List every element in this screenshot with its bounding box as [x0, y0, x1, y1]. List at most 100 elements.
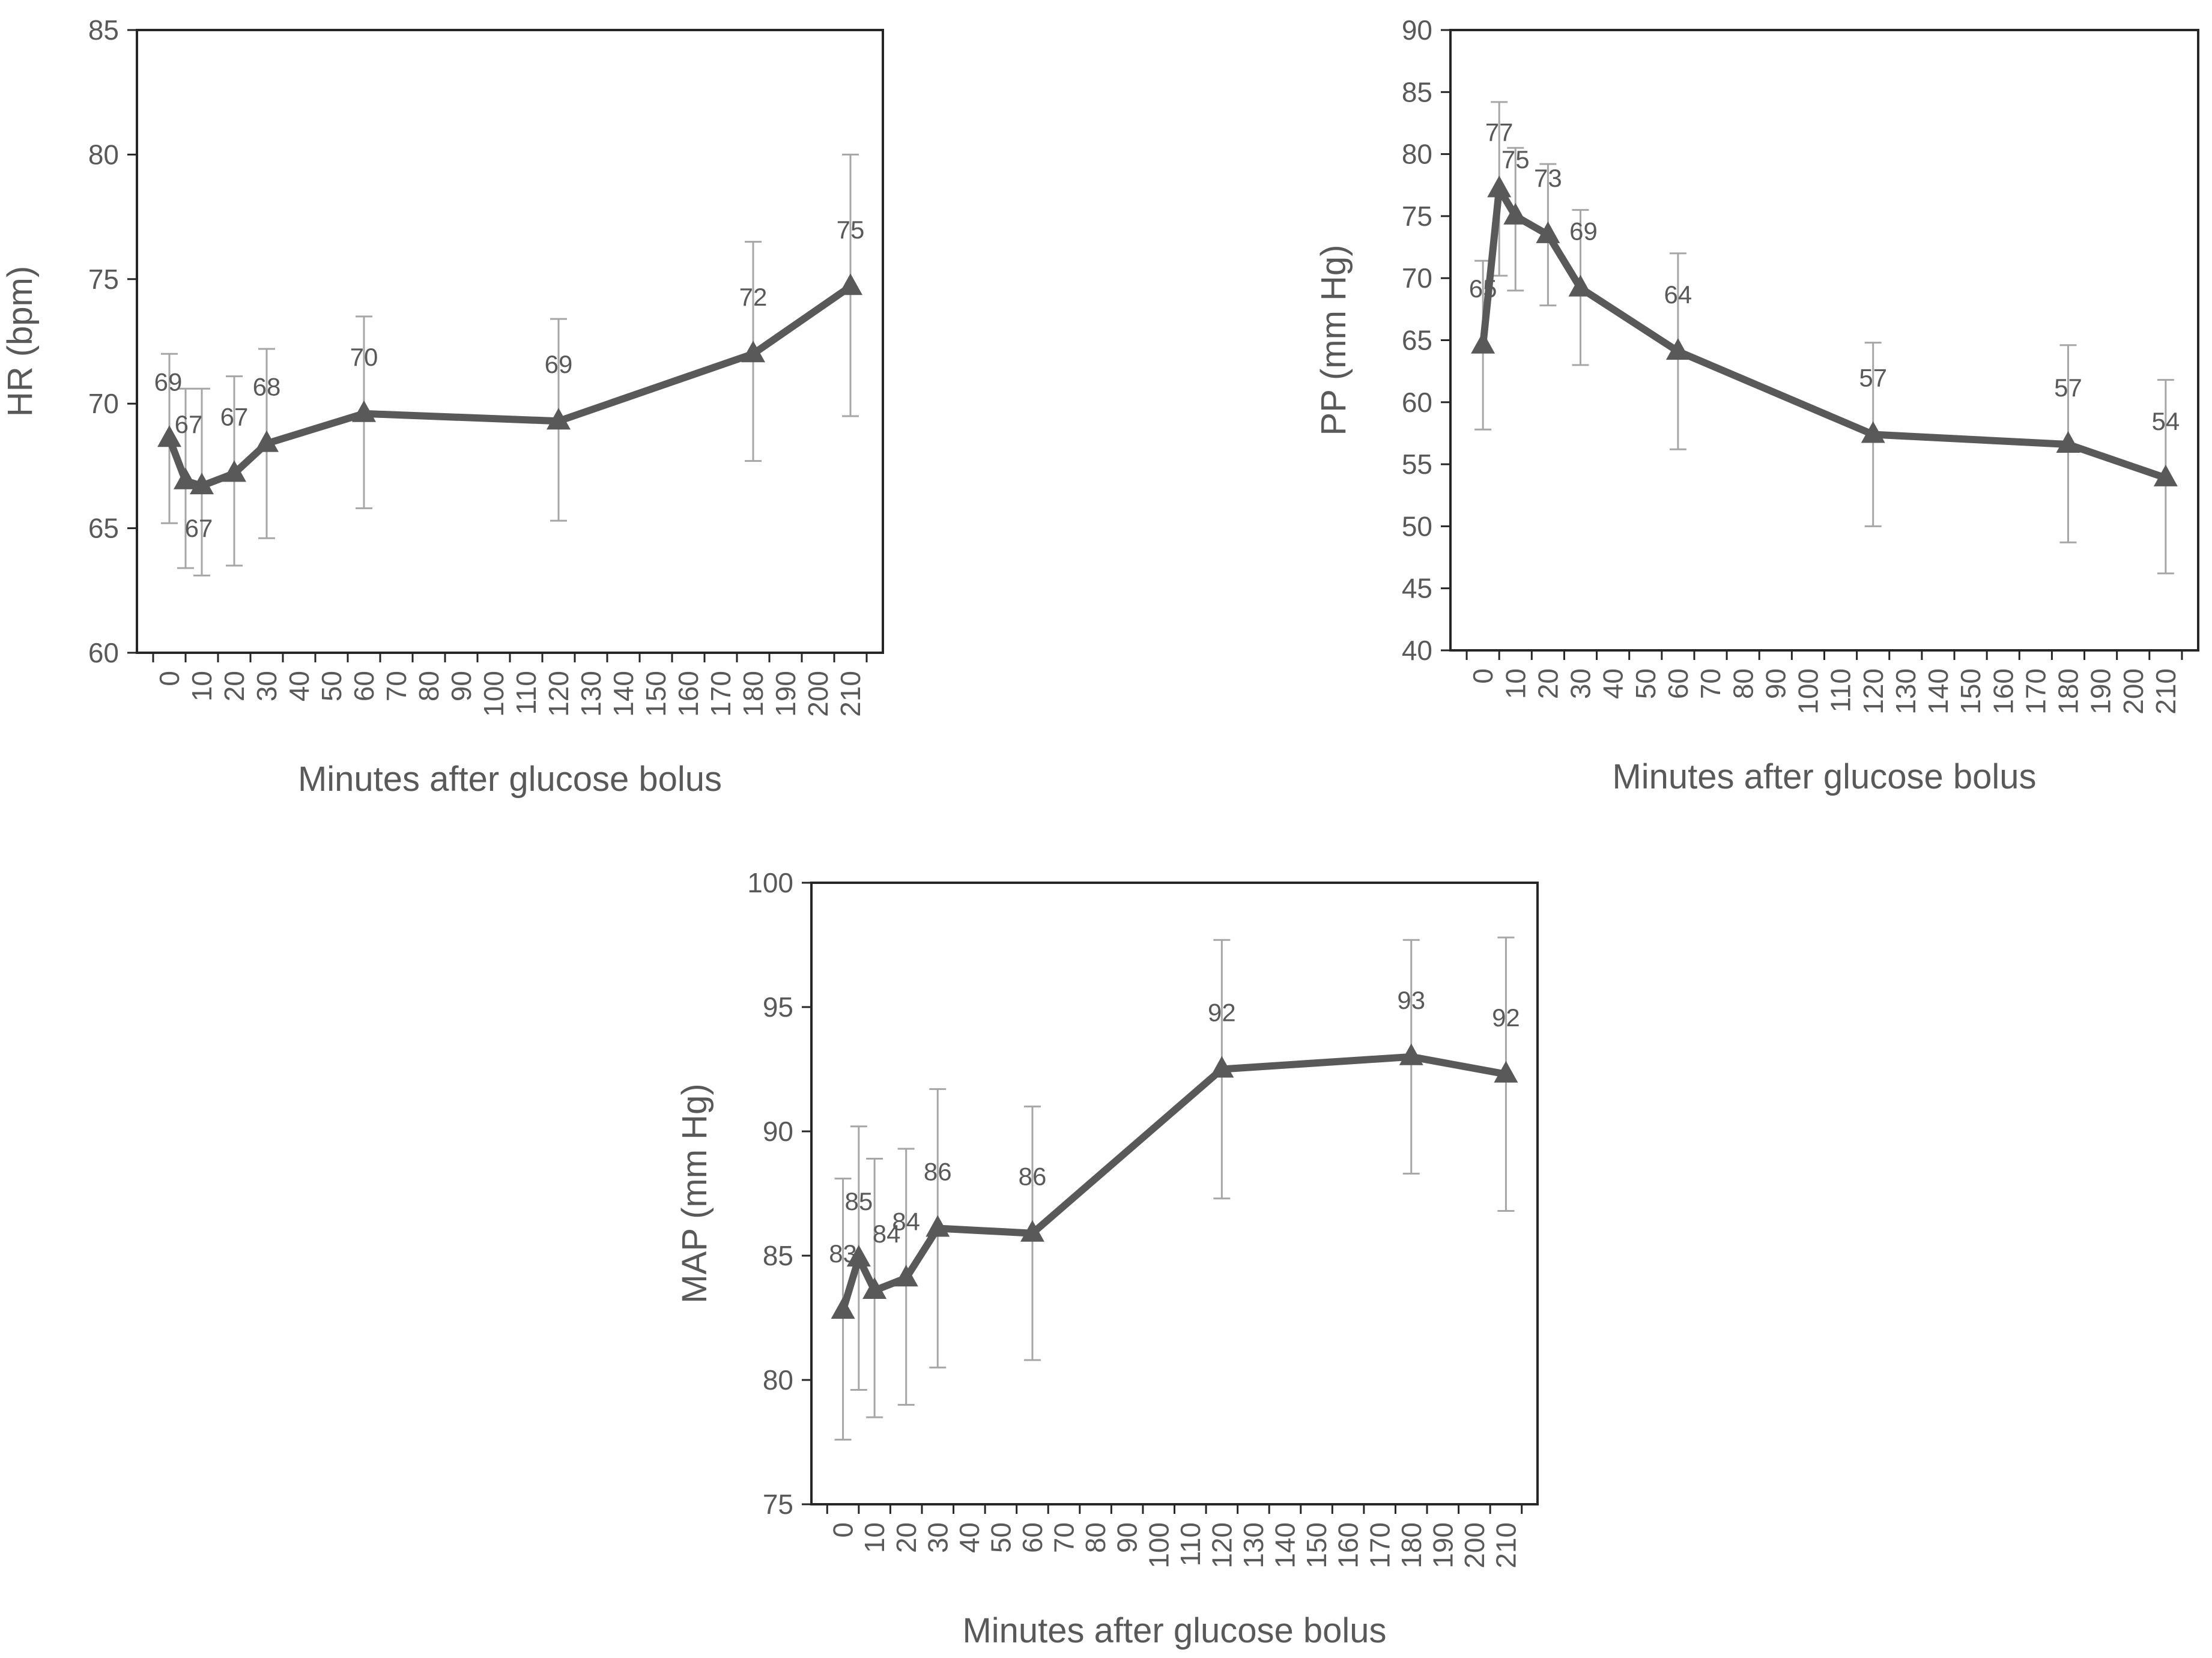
map-x-tick-label: 150	[1301, 1522, 1332, 1569]
hr-x-tick-label: 70	[381, 671, 412, 701]
map-data-point	[1399, 1043, 1423, 1065]
pp-x-tick-label: 70	[1695, 668, 1726, 699]
pp-data-label: 64	[1664, 280, 1692, 309]
hr-x-axis-title: Minutes after glucose bolus	[298, 760, 722, 799]
hr-data-label: 68	[253, 373, 281, 401]
hr-x-tick-label: 150	[640, 671, 671, 717]
pp-y-tick-label: 90	[1402, 14, 1432, 46]
pp-data-label: 54	[2152, 407, 2180, 435]
map-y-tick-label: 100	[747, 867, 793, 898]
map-data-label: 86	[1019, 1163, 1047, 1191]
hr-x-tick-label: 40	[283, 671, 315, 701]
pp-x-tick-label: 50	[1630, 668, 1661, 699]
pp-data-label: 57	[2054, 374, 2082, 402]
pp-x-tick-label: 140	[1923, 668, 1954, 715]
pp-data-point	[1487, 175, 1512, 198]
hr-y-tick-label: 60	[88, 637, 119, 668]
map-y-tick-label: 95	[763, 991, 793, 1023]
map-data-label: 92	[1208, 999, 1236, 1027]
map-data-label: 84	[892, 1207, 920, 1235]
map-x-tick-label: 160	[1333, 1522, 1364, 1569]
map-data-label: 93	[1397, 986, 1425, 1014]
map-data-point	[926, 1215, 950, 1237]
pp-x-tick-label: 40	[1598, 668, 1629, 699]
hr-x-tick-label: 180	[738, 671, 769, 717]
hr-x-tick-label: 170	[705, 671, 736, 717]
map-x-axis-title: Minutes after glucose bolus	[962, 1611, 1386, 1650]
hr-x-tick-label: 30	[251, 671, 282, 701]
map-x-tick-label: 10	[859, 1522, 890, 1553]
hr-x-tick-label: 60	[348, 671, 380, 701]
pp-data-point	[1665, 338, 1690, 360]
hr-x-tick-label: 90	[446, 671, 477, 701]
map-x-tick-label: 120	[1206, 1522, 1237, 1569]
map-x-tick-label: 70	[1049, 1522, 1080, 1553]
hr-data-point	[174, 467, 198, 489]
map-x-tick-label: 130	[1238, 1522, 1269, 1569]
pp-x-tick-label: 100	[1793, 668, 1824, 715]
pp-data-label: 75	[1501, 145, 1530, 174]
pp-y-tick-label: 70	[1402, 262, 1432, 294]
map-x-tick-label: 200	[1459, 1522, 1490, 1569]
pp-x-tick-label: 90	[1760, 668, 1791, 699]
hr-x-tick-label: 130	[575, 671, 607, 717]
pp-data-point	[2056, 431, 2080, 453]
pp-data-label: 57	[1859, 364, 1887, 392]
pp-x-tick-label: 20	[1532, 668, 1563, 699]
map-x-tick-label: 30	[922, 1522, 953, 1553]
pp-x-tick-label: 160	[1987, 668, 2019, 715]
map-data-point	[846, 1245, 871, 1267]
map-x-tick-label: 20	[891, 1522, 922, 1553]
pp-x-tick-label: 80	[1727, 668, 1759, 699]
hr-y-tick-label: 75	[88, 264, 119, 295]
hr-y-tick-label: 85	[88, 14, 119, 46]
pp-y-tick-label: 80	[1402, 139, 1432, 170]
hr-x-tick-label: 100	[478, 671, 509, 717]
pp-data-point	[1471, 331, 1495, 354]
pp-x-tick-label: 210	[2150, 668, 2181, 715]
hr-x-tick-label: 0	[154, 671, 185, 686]
pp-x-tick-label: 60	[1662, 668, 1694, 699]
pp-y-tick-label: 50	[1402, 510, 1432, 542]
hr-y-tick-label: 80	[88, 139, 119, 170]
map-x-tick-label: 40	[954, 1522, 985, 1553]
map-data-point	[1210, 1056, 1234, 1078]
pp-y-tick-label: 65	[1402, 325, 1432, 356]
hr-x-tick-label: 120	[543, 671, 574, 717]
pp-x-tick-label: 0	[1467, 668, 1498, 684]
hr-x-tick-label: 210	[835, 671, 866, 717]
map-x-tick-label: 90	[1112, 1522, 1143, 1553]
pp-y-axis-title: PP (mm Hg)	[1314, 245, 1353, 436]
hr-x-tick-label: 20	[219, 671, 250, 701]
map-x-tick-label: 0	[828, 1522, 859, 1538]
map-x-tick-label: 60	[1017, 1522, 1048, 1553]
map-data-label: 85	[844, 1187, 873, 1215]
pp-data-point	[1568, 274, 1593, 297]
map-data-point	[831, 1297, 855, 1319]
map-x-tick-label: 180	[1396, 1522, 1427, 1569]
pp-data-label: 65	[1469, 274, 1497, 303]
hr-data-point	[741, 340, 765, 363]
hr-data-point	[547, 408, 571, 430]
map-y-axis-title: MAP (mm Hg)	[675, 1083, 714, 1303]
map-data-point	[1020, 1220, 1044, 1242]
pp-x-tick-label: 30	[1565, 668, 1596, 699]
map-x-tick-label: 100	[1143, 1522, 1174, 1569]
pp-x-tick-label: 10	[1500, 668, 1531, 699]
hr-x-tick-label: 140	[608, 671, 639, 717]
hr-y-tick-label: 65	[88, 513, 119, 544]
hr-x-tick-label: 190	[770, 671, 801, 717]
hr-x-tick-label: 110	[511, 671, 542, 715]
map-x-tick-label: 170	[1364, 1522, 1395, 1569]
hr-data-label: 75	[837, 216, 865, 244]
map-x-tick-label: 110	[1175, 1522, 1206, 1566]
pp-x-tick-label: 180	[2053, 668, 2084, 715]
hr-data-point	[157, 425, 181, 447]
hr-data-label: 72	[739, 283, 768, 311]
hr-data-label: 69	[545, 350, 573, 378]
pp-y-tick-label: 55	[1402, 449, 1432, 480]
map-y-tick-label: 90	[763, 1116, 793, 1147]
hr-x-tick-label: 50	[316, 671, 347, 701]
